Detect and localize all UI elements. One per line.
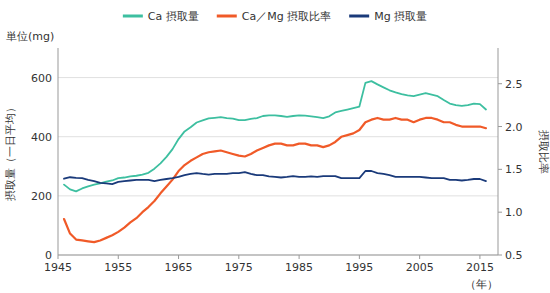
x-tick: [178, 255, 179, 259]
y-tick-label: 200: [31, 190, 52, 203]
y2-tick: [498, 212, 502, 213]
x-tick-label: 1945: [44, 261, 72, 274]
x-axis-label: （年）: [465, 278, 498, 291]
y2-tick-label: 2.0: [505, 121, 523, 134]
grid-line: [58, 255, 498, 256]
x-tick: [58, 255, 59, 259]
legend-label: Ca／Mg 摂取比率: [242, 10, 331, 23]
grid-line: [58, 195, 498, 196]
y-axis-label: 摂取量（一日平均）: [4, 102, 17, 201]
y2-tick: [498, 83, 502, 84]
x-tick-label: 1965: [165, 261, 193, 274]
x-tick-label: 2005: [406, 261, 434, 274]
y-tick-label: 400: [31, 131, 52, 144]
x-axis-line: [58, 255, 498, 256]
x-tick: [299, 255, 300, 259]
legend-swatch: [349, 15, 369, 18]
x-tick-label: 1985: [285, 261, 313, 274]
y2-tick-label: 2.5: [505, 78, 523, 91]
y-axis-line: [58, 48, 59, 255]
legend: Ca 摂取量 Ca／Mg 摂取比率 Mg 摂取量: [123, 10, 427, 23]
grid-line: [58, 136, 498, 137]
x-tick-label: 1955: [104, 261, 132, 274]
series-line: [64, 118, 486, 242]
y2-tick: [498, 169, 502, 170]
legend-swatch: [217, 15, 237, 18]
y2-tick-label: 1.5: [505, 163, 523, 176]
y2-axis-line: [498, 48, 499, 255]
y-tick-label: 600: [31, 72, 52, 85]
legend-label: Ca 摂取量: [148, 10, 199, 23]
grid-line: [58, 77, 498, 78]
series-line: [64, 81, 486, 191]
y2-axis-label: 摂取比率: [537, 130, 550, 174]
x-tick: [479, 255, 480, 259]
y2-tick-label: 1.0: [505, 206, 523, 219]
x-tick-label: 1975: [225, 261, 253, 274]
x-tick: [118, 255, 119, 259]
chart: 02004006000.51.01.52.02.5194519551965197…: [0, 0, 550, 293]
legend-swatch: [123, 15, 143, 18]
annotation: 単位(mg): [6, 30, 54, 43]
x-tick: [238, 255, 239, 259]
plot-area: [64, 81, 486, 242]
x-tick: [359, 255, 360, 259]
y2-tick: [498, 255, 502, 256]
x-tick-label: 2015: [466, 261, 494, 274]
axes: 02004006000.51.01.52.02.5194519551965197…: [31, 48, 523, 274]
y2-tick: [498, 126, 502, 127]
x-tick: [419, 255, 420, 259]
legend-label: Mg 摂取量: [374, 10, 427, 23]
x-tick-label: 1995: [345, 261, 373, 274]
series-line: [64, 171, 486, 184]
y2-tick-label: 0.5: [505, 249, 523, 262]
